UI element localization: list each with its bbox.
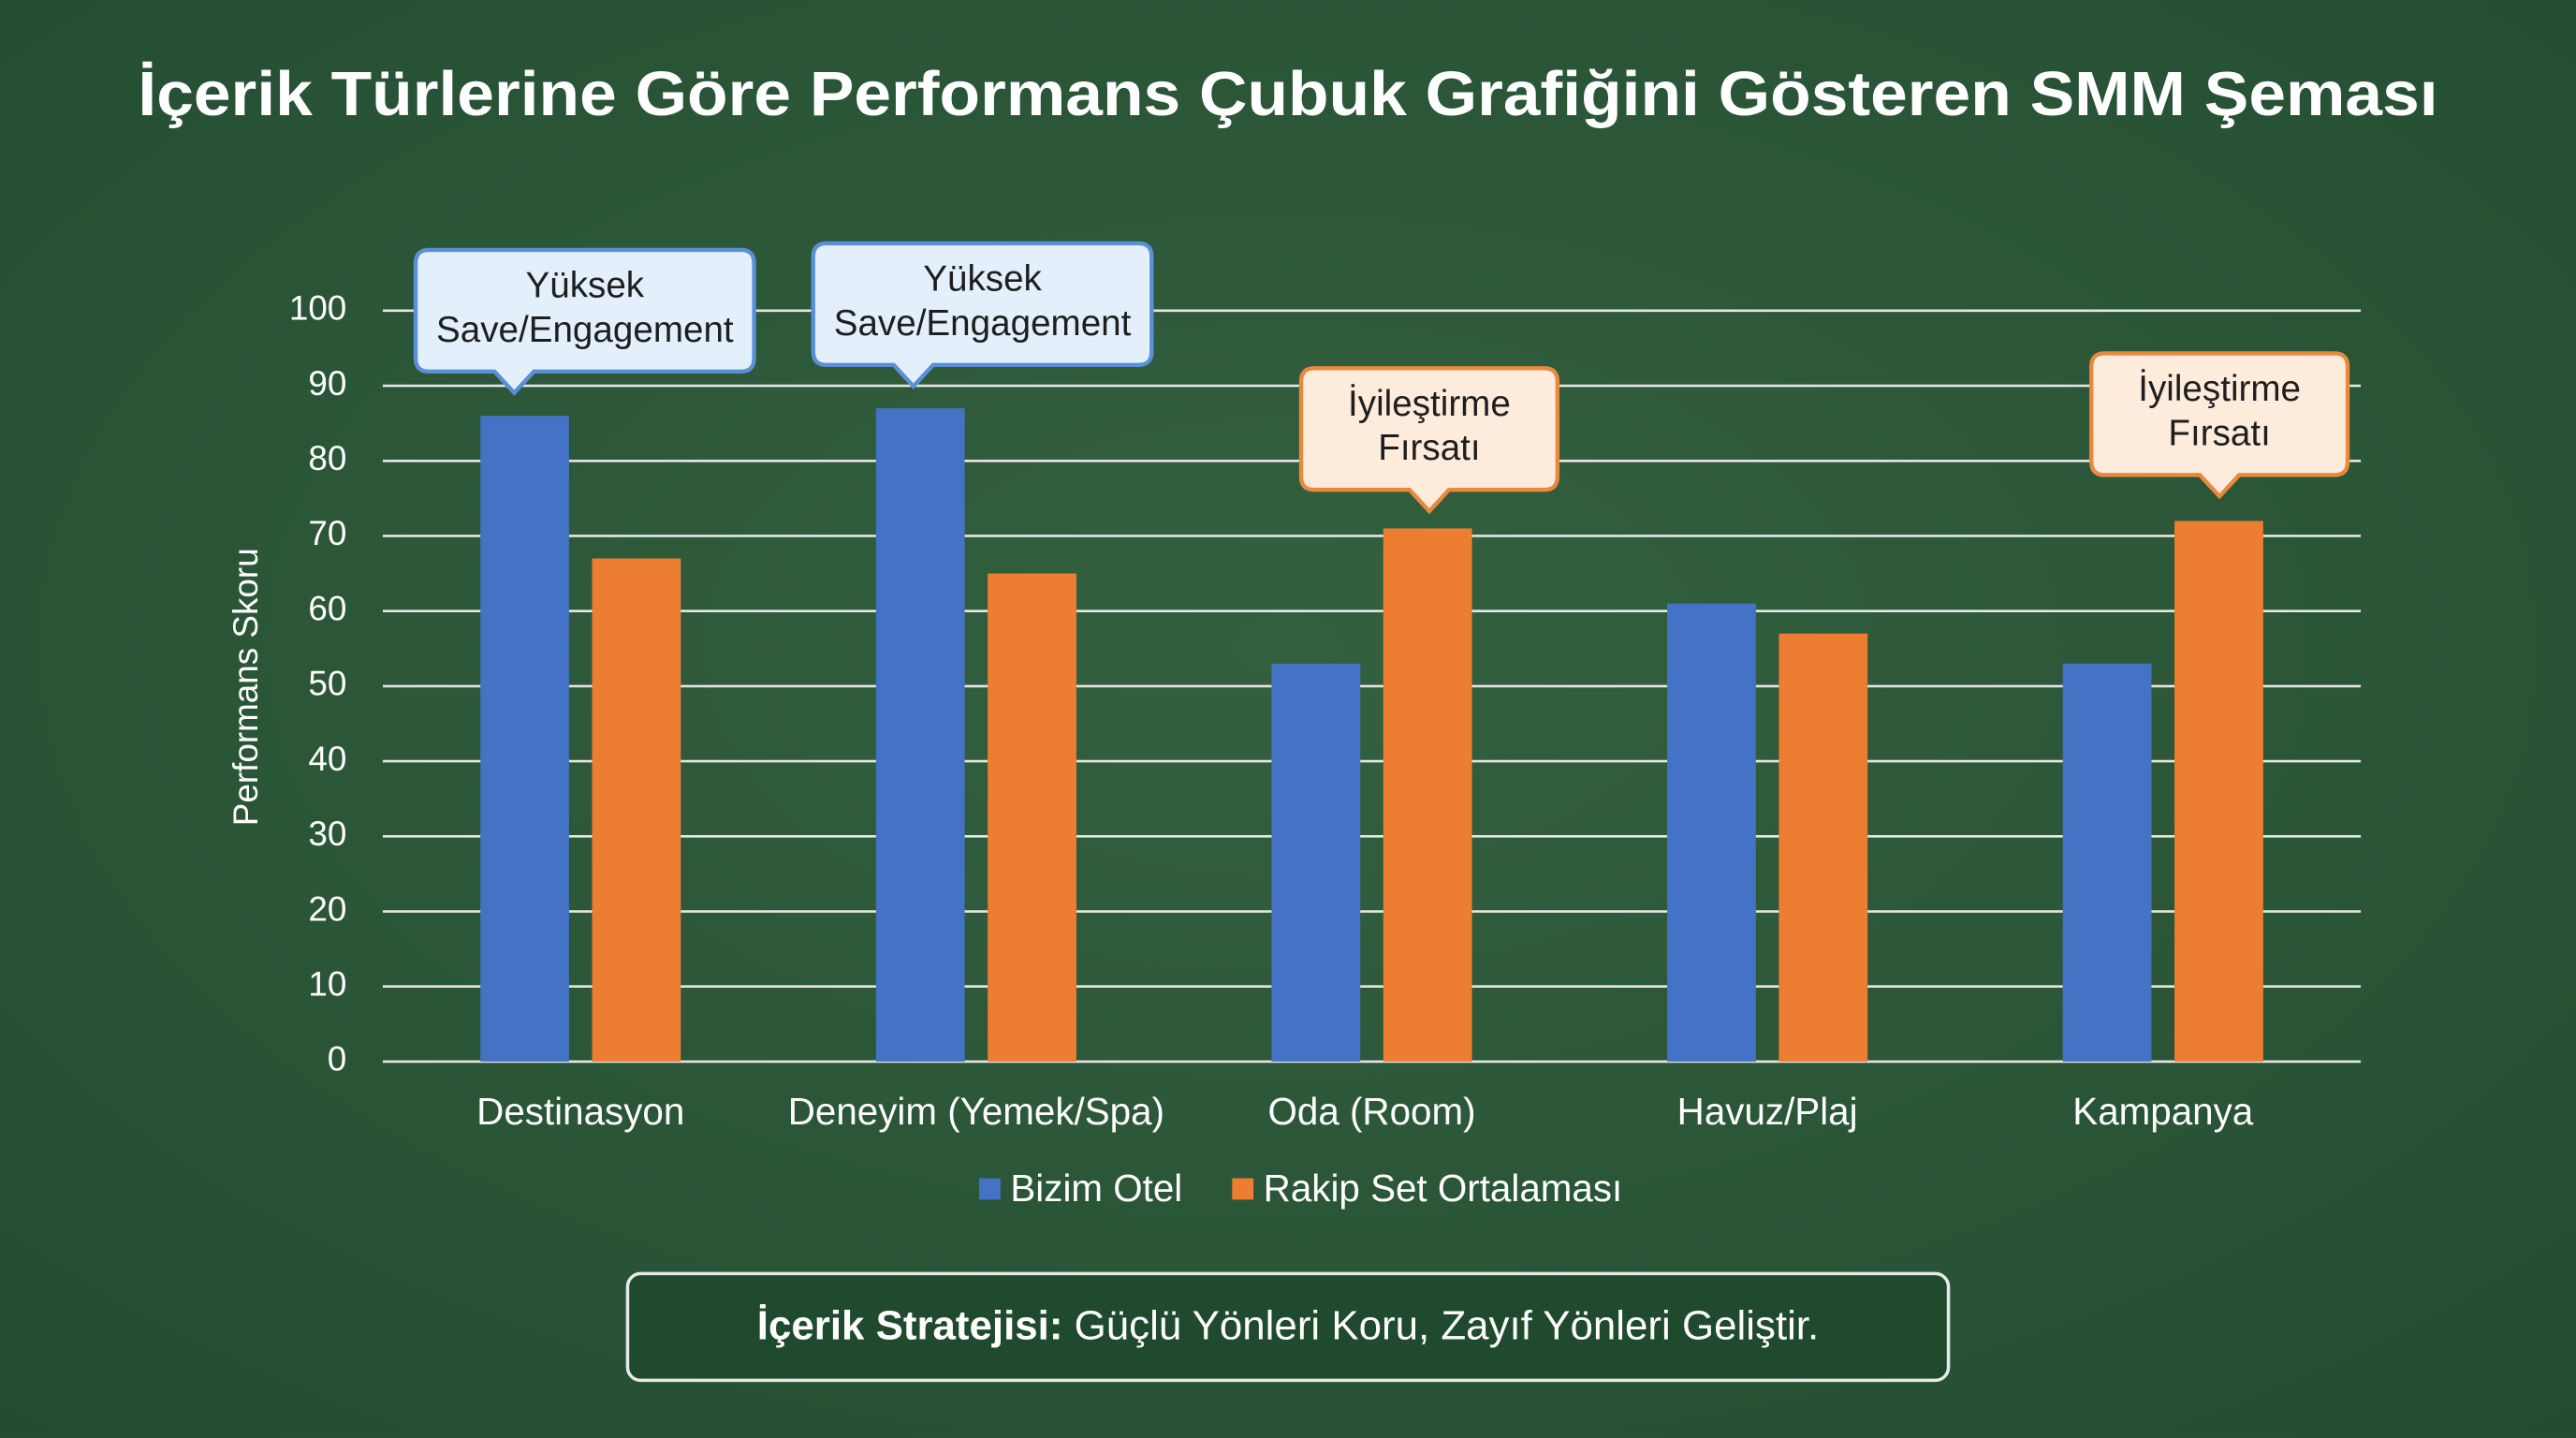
y-tick-label: 30 (308, 814, 346, 853)
callout-text: Fırsatı (2168, 413, 2270, 453)
legend-label: Rakip Set Ortalaması (1264, 1167, 1623, 1210)
bar (1271, 663, 1361, 1062)
y-tick-label: 20 (308, 889, 346, 928)
y-tick-label: 10 (308, 964, 346, 1003)
callout-text: İyileştirme (2138, 369, 2301, 409)
y-tick-label: 100 (289, 289, 346, 328)
footer-text: Güçlü Yönleri Koru, Zayıf Yönleri Gelişt… (1075, 1302, 1820, 1348)
bar (480, 416, 569, 1062)
callout-text: Save/Engagement (834, 303, 1132, 344)
bar (592, 558, 681, 1062)
x-tick-label: Destinasyon (476, 1090, 684, 1133)
y-tick-label: 90 (308, 364, 346, 403)
legend-swatch (1232, 1178, 1254, 1200)
callout-box (811, 241, 1154, 389)
callout-text: İyileştirme (1348, 384, 1511, 424)
callout-box (1298, 366, 1560, 515)
callout-text: Yüksek (526, 265, 645, 305)
callout-text: Fırsatı (1378, 428, 1480, 468)
bar (875, 408, 965, 1062)
y-axis-label: Performans Skoru (227, 548, 265, 826)
legend-label: Bizim Otel (1010, 1167, 1182, 1210)
footer: İçerik Stratejisi: Güçlü Yönleri Koru, Z… (757, 1302, 1819, 1348)
bar (2062, 663, 2152, 1062)
y-tick-label: 50 (308, 665, 346, 703)
callout-box (413, 247, 756, 396)
footer-label: İçerik Stratejisi: (757, 1302, 1063, 1348)
footer-box (625, 1271, 1951, 1383)
y-tick-label: 80 (308, 439, 346, 477)
chart-title: İçerik Türlerine Göre Performans Çubuk G… (138, 60, 2437, 129)
x-tick-label: Kampanya (2072, 1090, 2254, 1133)
x-tick-label: Havuz/Plaj (1677, 1090, 1858, 1133)
callout-box (2089, 351, 2350, 500)
x-tick-label: Oda (Room) (1267, 1090, 1475, 1133)
y-tick-label: 60 (308, 589, 346, 627)
x-tick-label: Deneyim (Yemek/Spa) (788, 1090, 1164, 1133)
bar (2174, 521, 2263, 1062)
y-tick-label: 0 (328, 1040, 347, 1078)
bar (988, 573, 1076, 1062)
bar (1383, 528, 1472, 1062)
callout-text: Yüksek (923, 258, 1042, 299)
legend-swatch (979, 1178, 1001, 1200)
y-tick-label: 70 (308, 514, 346, 552)
y-tick-label: 40 (308, 740, 346, 778)
callout-text: Save/Engagement (436, 310, 734, 350)
bar (1778, 633, 1868, 1062)
bar (1667, 603, 1756, 1062)
